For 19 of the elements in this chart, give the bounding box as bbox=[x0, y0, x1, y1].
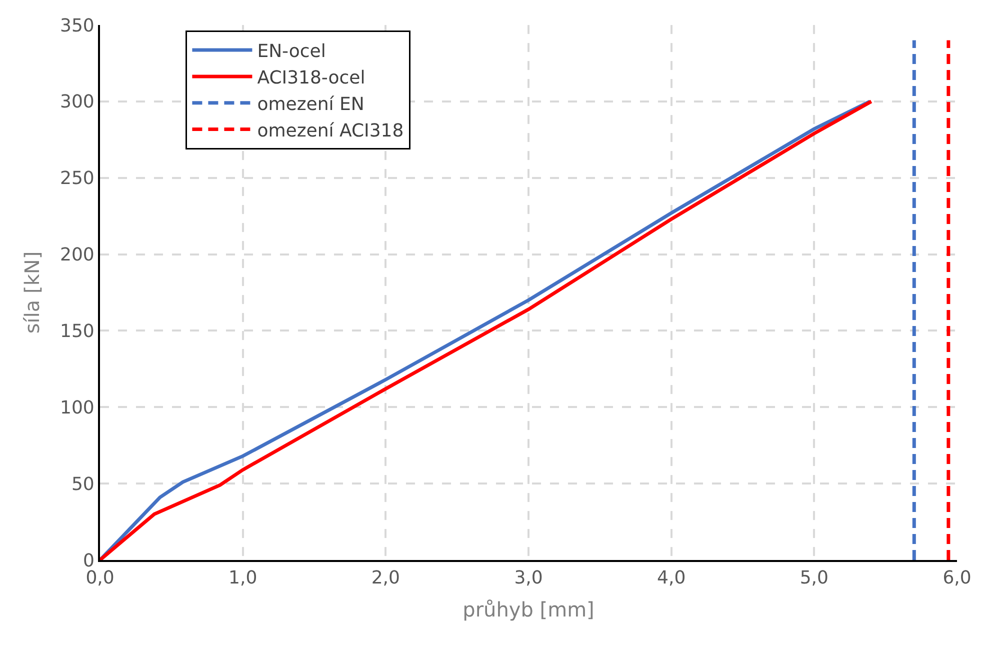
y-tick-label: 250 bbox=[60, 168, 94, 190]
x-tick-label: 5,0 bbox=[800, 568, 828, 589]
legend-label: omezení EN bbox=[257, 94, 364, 115]
y-tick-label: 200 bbox=[60, 244, 94, 266]
x-tick-label: 6,0 bbox=[942, 568, 972, 589]
y-tick-label: 350 bbox=[60, 15, 94, 36]
y-tick-label: 100 bbox=[60, 397, 94, 418]
x-tick-label: 4,0 bbox=[657, 568, 686, 589]
legend-label: EN-ocel bbox=[257, 41, 326, 62]
x-tick-label: 2,0 bbox=[371, 568, 400, 589]
x-tick-label: 3,0 bbox=[514, 568, 543, 589]
x-axis-title: průhyb [mm] bbox=[462, 598, 594, 622]
y-tick-label: 150 bbox=[60, 321, 94, 342]
x-tick-label: 1,0 bbox=[228, 568, 258, 589]
y-axis-title: síla [kN] bbox=[20, 251, 44, 334]
legend-label: omezení ACI318 bbox=[257, 120, 404, 142]
legend-label: ACI318-ocel bbox=[257, 67, 366, 88]
y-tick-label: 300 bbox=[60, 92, 94, 113]
y-tick-label: 50 bbox=[71, 474, 94, 495]
